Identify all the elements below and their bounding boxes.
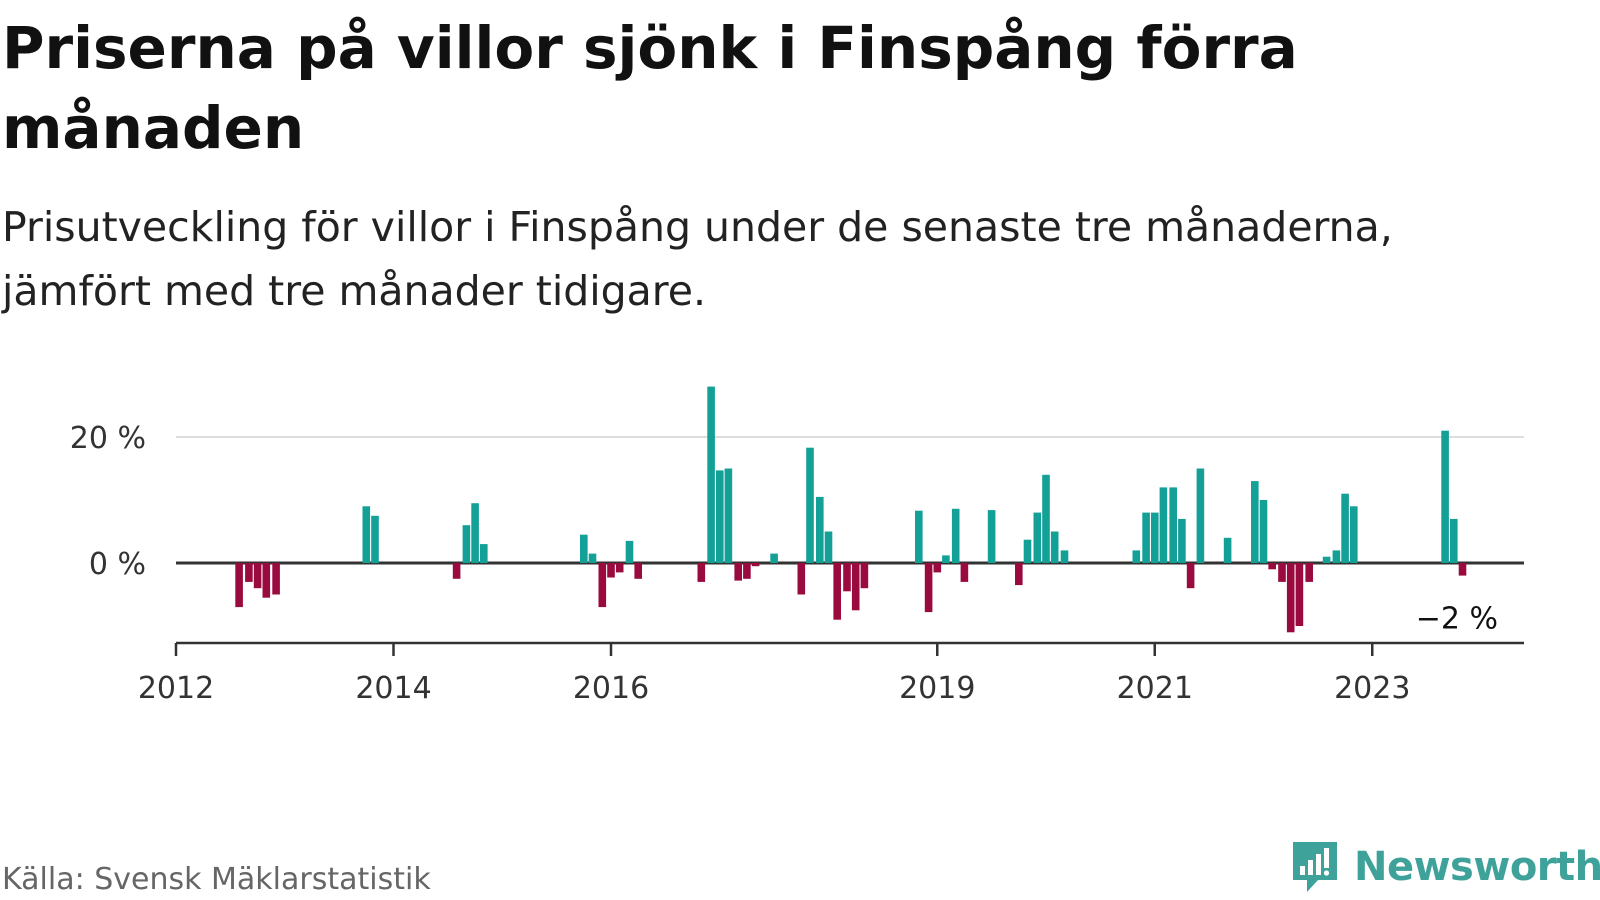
bar <box>1341 493 1349 563</box>
brand-name: Newsworthy <box>1354 844 1600 890</box>
bar <box>1450 518 1458 563</box>
x-tick-label: 2019 <box>899 671 975 706</box>
bar <box>1169 487 1177 563</box>
bars <box>235 386 1467 633</box>
bar <box>1295 563 1304 626</box>
bar <box>716 470 724 563</box>
bar <box>1142 512 1150 563</box>
tick-labels: 0 % 20 % 2012 2014 2016 2019 2021 2023−2 % <box>70 421 1498 706</box>
bar <box>371 515 379 564</box>
x-tick-label: 2016 <box>573 671 649 706</box>
bar <box>588 553 597 563</box>
source-note: Källa: Svensk Mäklarstatistik <box>2 862 431 897</box>
bar <box>471 503 479 563</box>
bar <box>751 563 760 567</box>
bar <box>1278 563 1286 582</box>
bar <box>580 534 588 563</box>
bar <box>462 525 471 563</box>
x-axis <box>174 641 1524 656</box>
bar <box>607 563 615 578</box>
bar <box>1322 556 1331 563</box>
bar <box>770 553 778 563</box>
bar <box>960 563 969 582</box>
bar <box>933 563 942 573</box>
bar <box>235 563 243 608</box>
bar <box>1268 563 1276 570</box>
bar <box>743 563 751 579</box>
bar <box>634 563 642 579</box>
bar <box>1458 563 1467 576</box>
y-tick-label: 20 % <box>70 421 146 456</box>
chart-title: Priserna på villor sjönk i Finspång förr… <box>2 14 1298 162</box>
bar <box>1223 537 1232 563</box>
bar <box>724 468 733 563</box>
bar <box>707 386 715 563</box>
brand-logo[interactable]: Newsworthy <box>1290 840 1600 894</box>
bar <box>1033 512 1042 563</box>
bar <box>262 563 271 598</box>
bar <box>951 508 960 563</box>
bar <box>924 563 933 613</box>
bar <box>697 563 706 582</box>
bar <box>915 510 923 563</box>
bar <box>245 563 253 582</box>
bar <box>734 563 742 581</box>
bar-chart: 0 % 20 % 2012 2014 2016 2019 2021 2023−2 % <box>70 386 1524 706</box>
bar <box>615 563 624 573</box>
bar <box>452 563 461 579</box>
bar <box>1042 474 1050 563</box>
bar <box>1159 487 1168 563</box>
bar <box>1060 550 1069 563</box>
bar <box>806 447 814 563</box>
bar <box>833 563 841 620</box>
bar <box>1332 550 1341 563</box>
bar <box>797 563 806 595</box>
chart-subtitle: Prisutveckling för villor i Finspång und… <box>2 203 1393 315</box>
bar <box>1186 563 1195 589</box>
bar <box>843 563 851 592</box>
latest-value-annotation: −2 % <box>1416 602 1498 637</box>
bar <box>253 563 262 589</box>
y-tick-label: 0 % <box>89 547 146 582</box>
bar <box>851 563 860 611</box>
bar <box>1050 531 1059 563</box>
bar <box>1023 539 1032 563</box>
bar <box>1178 518 1186 563</box>
bar <box>1251 481 1259 563</box>
bar <box>860 563 869 589</box>
bar <box>1015 563 1023 586</box>
bar <box>362 506 371 563</box>
bar <box>1305 563 1313 582</box>
bar <box>625 540 634 563</box>
bar <box>480 544 488 563</box>
bar <box>1196 468 1205 563</box>
bar <box>1350 506 1358 563</box>
bar <box>942 555 950 563</box>
bar <box>1259 500 1268 563</box>
bar <box>272 563 280 595</box>
bar <box>1286 563 1295 633</box>
x-tick-label: 2021 <box>1117 671 1193 706</box>
x-tick-label: 2023 <box>1334 671 1410 706</box>
x-tick-label: 2012 <box>138 671 214 706</box>
x-tick-label: 2014 <box>355 671 431 706</box>
newsworthy-logo-icon <box>1293 842 1337 892</box>
bar <box>1151 512 1159 563</box>
bar <box>1132 550 1141 563</box>
bar <box>598 563 607 608</box>
bar <box>816 496 824 563</box>
bar <box>1441 430 1449 563</box>
bar <box>824 531 833 563</box>
bar <box>987 510 996 563</box>
